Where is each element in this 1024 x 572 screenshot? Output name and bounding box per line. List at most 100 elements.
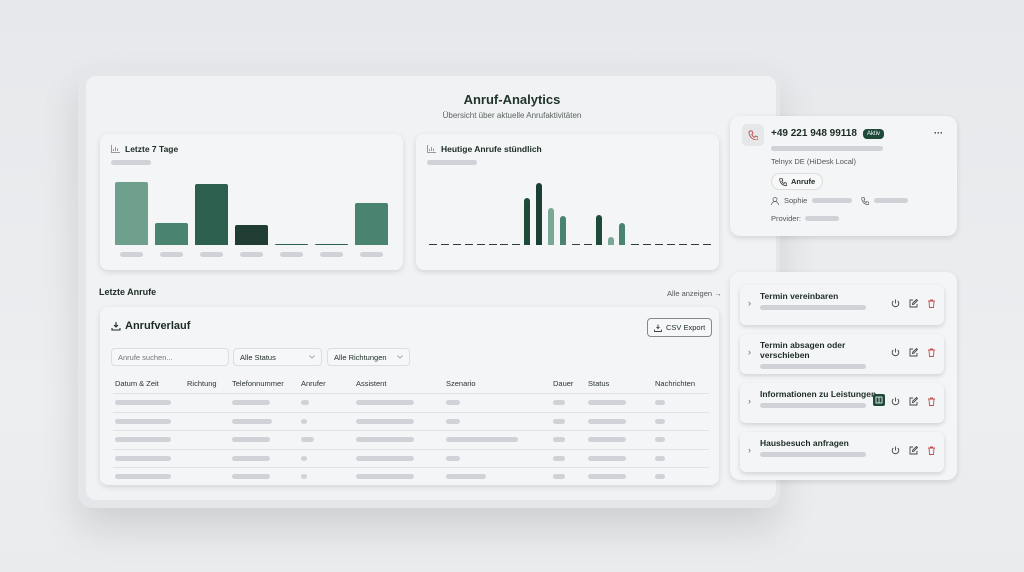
- bar-chart-icon: [111, 145, 120, 153]
- cell-placeholder: [588, 400, 626, 405]
- cell-placeholder: [588, 437, 626, 442]
- weekly-tick-label: [280, 252, 303, 257]
- power-icon[interactable]: [891, 446, 900, 457]
- hourly-bar: [536, 183, 543, 245]
- power-icon[interactable]: [891, 348, 900, 359]
- status-filter-select[interactable]: Alle Status: [233, 348, 322, 366]
- weekly-tick-label: [200, 252, 223, 257]
- scenario-item[interactable]: › Termin vereinbaren: [740, 285, 944, 325]
- download-icon: [654, 324, 662, 332]
- scenario-item[interactable]: › Termin absagen oder verschieben: [740, 334, 944, 374]
- weekly-bar: [235, 224, 268, 245]
- scenario-item[interactable]: › Hausbesuch anfragen: [740, 432, 944, 472]
- scenario-label: Termin vereinbaren: [760, 291, 839, 301]
- column-header[interactable]: Dauer: [553, 379, 574, 388]
- phone-calls-icon: [779, 177, 787, 186]
- edit-icon[interactable]: [909, 445, 919, 457]
- phone-number-card: +49 221 948 99118 Aktiv ··· Telnyx DE (H…: [730, 116, 957, 236]
- hourly-bar: [643, 244, 652, 245]
- cell-placeholder: [115, 400, 171, 405]
- scenario-label: Hausbesuch anfragen: [760, 438, 849, 448]
- trash-icon[interactable]: [927, 299, 936, 310]
- column-header[interactable]: Assistent: [356, 379, 387, 388]
- trash-icon[interactable]: [927, 446, 936, 457]
- chevron-down-icon: [396, 355, 403, 359]
- cell-placeholder: [232, 418, 272, 424]
- hourly-bar: [607, 237, 614, 245]
- cell-placeholder: [232, 400, 270, 405]
- weekly-tick-label: [160, 252, 183, 257]
- show-all-link[interactable]: Alle anzeigen →: [667, 289, 722, 298]
- column-header[interactable]: Telefonnummer: [232, 379, 284, 388]
- user-icon: [771, 196, 779, 205]
- column-header[interactable]: Anrufer: [301, 379, 326, 388]
- table-row[interactable]: [0, 467, 665, 479]
- provider-label: Provider:: [771, 214, 802, 223]
- hourly-bar: [571, 244, 580, 245]
- edit-icon[interactable]: [909, 396, 919, 408]
- page-title: Anruf-Analytics: [463, 92, 561, 107]
- hourly-bar: [559, 216, 566, 245]
- weekly-bar: [155, 222, 188, 245]
- hourly-bar: [512, 244, 521, 245]
- column-header[interactable]: Status: [588, 379, 610, 388]
- column-header[interactable]: Richtung: [187, 379, 217, 388]
- cell-placeholder: [301, 455, 307, 461]
- trash-icon[interactable]: [927, 348, 936, 359]
- csv-export-button[interactable]: CSV Export: [647, 318, 713, 337]
- edit-icon[interactable]: [909, 298, 919, 310]
- chevron-right-icon[interactable]: ›: [748, 347, 751, 357]
- direction-filter-select[interactable]: Alle Richtungen: [327, 348, 410, 366]
- hourly-bar: [619, 223, 626, 245]
- cell-placeholder: [553, 474, 565, 479]
- phone-forward-icon: [861, 196, 870, 205]
- cell-placeholder: [356, 400, 414, 405]
- cell-placeholder: [588, 455, 626, 461]
- hourly-bar: [464, 244, 473, 245]
- cell-placeholder: [232, 455, 270, 461]
- provider-name: Telnyx DE (HiDesk Local): [771, 157, 857, 166]
- cell-placeholder: [655, 455, 665, 461]
- power-icon[interactable]: [891, 299, 900, 310]
- column-header[interactable]: Nachrichten: [655, 379, 696, 388]
- phone-number: +49 221 948 99118: [771, 128, 857, 139]
- search-input[interactable]: [111, 348, 229, 366]
- hourly-bar: [595, 215, 602, 245]
- weekly-chart-card: Letzte 7 Tage: [100, 134, 403, 270]
- column-header[interactable]: Szenario: [446, 379, 476, 388]
- row-divider: [113, 448, 709, 450]
- chevron-right-icon[interactable]: ›: [748, 396, 751, 406]
- table-row[interactable]: [0, 449, 665, 461]
- chevron-right-icon[interactable]: ›: [748, 298, 751, 308]
- hourly-bar: [690, 244, 699, 245]
- hourly-bar: [702, 244, 711, 245]
- cell-placeholder: [446, 437, 518, 442]
- table-row[interactable]: [0, 430, 665, 442]
- table-row[interactable]: [0, 412, 665, 424]
- table-row[interactable]: [0, 393, 665, 405]
- calls-button[interactable]: Anrufe: [771, 173, 824, 190]
- weekly-tick-label: [240, 252, 263, 257]
- hourly-chart-title: Heutige Anrufe stündlich: [441, 144, 542, 154]
- cell-placeholder: [446, 418, 460, 424]
- page-subtitle: Übersicht über aktuelle Anrufaktivitäten: [442, 111, 582, 120]
- calls-button-label: Anrufe: [791, 177, 816, 186]
- hourly-bar: [429, 244, 437, 245]
- cell-placeholder: [553, 418, 565, 424]
- scenario-item[interactable]: › Informationen zu Leistungen: [740, 383, 944, 423]
- cell-placeholder: [356, 474, 414, 479]
- hourly-bar: [678, 244, 687, 245]
- knowledge-book-icon[interactable]: [873, 394, 885, 406]
- trash-icon[interactable]: [927, 397, 936, 408]
- hourly-bar: [548, 208, 554, 245]
- assigned-user: Sophie: [784, 196, 808, 205]
- cell-placeholder: [446, 474, 486, 479]
- column-header[interactable]: Datum & Zeit: [115, 379, 159, 388]
- cell-placeholder: [301, 400, 309, 405]
- status-filter-value: Alle Status: [240, 352, 276, 362]
- chevron-right-icon[interactable]: ›: [748, 445, 751, 455]
- more-menu-icon[interactable]: ···: [934, 128, 943, 138]
- edit-icon[interactable]: [909, 347, 919, 359]
- cell-placeholder: [655, 437, 665, 442]
- power-icon[interactable]: [891, 397, 900, 408]
